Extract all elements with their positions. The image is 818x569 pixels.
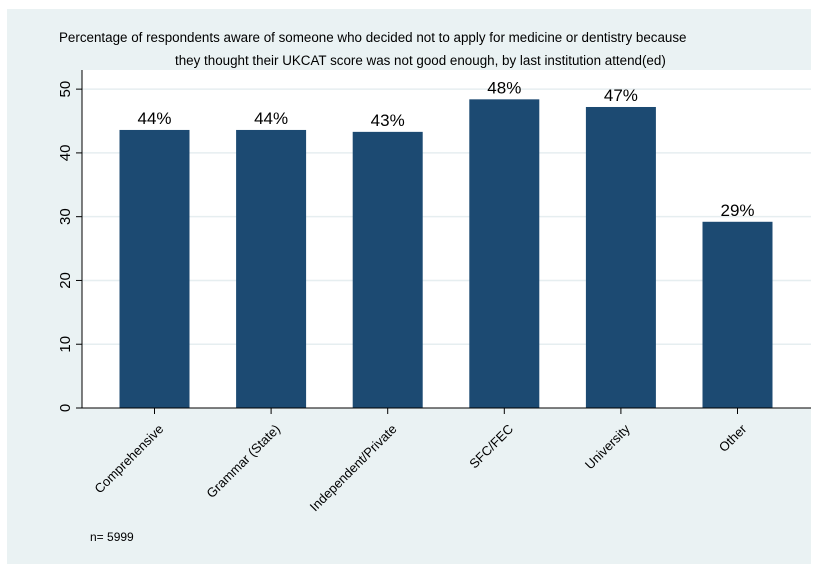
x-tick-label: SFC/FEC xyxy=(466,421,516,471)
y-tick-label: 30 xyxy=(57,208,74,225)
bar xyxy=(702,221,773,408)
x-axis-ticks: Comprehensive Grammar (State) Independent/… xyxy=(91,408,750,514)
bar-data-label: 29% xyxy=(720,201,754,220)
y-tick-label: 10 xyxy=(57,336,74,353)
bar xyxy=(236,129,307,408)
data-labels: 44% 44% 43% 48% 47% 29% xyxy=(137,78,754,219)
bar-data-label: 43% xyxy=(371,111,405,130)
x-tick-label: Independent/Private xyxy=(307,421,400,514)
y-tick-label: 40 xyxy=(57,145,74,162)
bar xyxy=(469,99,540,408)
chart-title-line-2: they thought their UKCAT score was not g… xyxy=(175,53,666,68)
y-tick-label: 20 xyxy=(57,272,74,289)
y-tick-label: 0 xyxy=(57,404,74,412)
y-tick-label: 50 xyxy=(57,81,74,98)
bars xyxy=(119,99,773,408)
bar-data-label: 44% xyxy=(254,109,288,128)
bar-data-label: 44% xyxy=(137,109,171,128)
plot-area xyxy=(82,70,811,408)
bar xyxy=(352,131,423,408)
x-tick-label: Comprehensive xyxy=(91,421,166,496)
bar xyxy=(119,129,190,408)
bar xyxy=(585,106,656,408)
x-tick-label: Grammar (State) xyxy=(203,421,283,501)
y-axis-ticks: 0 10 20 30 40 50 xyxy=(57,81,82,412)
bar-data-label: 47% xyxy=(604,86,638,105)
bar-data-label: 48% xyxy=(487,78,521,97)
chart-title-line-1: Percentage of respondents aware of someo… xyxy=(59,30,687,45)
gridlines xyxy=(82,88,811,345)
x-tick-label: University xyxy=(582,421,633,472)
x-tick-label: Other xyxy=(716,421,750,455)
sample-size-note: n= 5999 xyxy=(90,530,134,544)
